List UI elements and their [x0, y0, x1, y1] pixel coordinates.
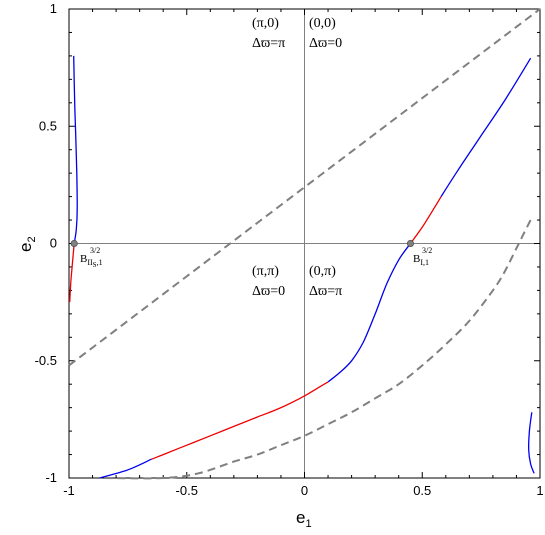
x-tick-label: 0 — [301, 483, 308, 498]
series-line-red-5 — [151, 381, 329, 460]
point-label-right: BI,1 — [413, 253, 429, 267]
series-group — [68, 8, 541, 480]
y-tick-label: -0.5 — [35, 353, 57, 368]
annotation-bottom-right-phase: (0,π) — [309, 264, 336, 279]
y-tick-label: 1 — [50, 1, 57, 16]
y-tick-label: 0.5 — [39, 118, 57, 133]
x-tick-label: -0.5 — [176, 483, 198, 498]
axis-ticks: -1 -0.5 0 0.5 1 -1 -0.5 0 0.5 1 — [35, 1, 544, 498]
series-line-red-1 — [69, 243, 75, 303]
point-label-right-sup: 3/2 — [422, 246, 432, 255]
x-tick-label: -1 — [63, 483, 75, 498]
zero-lines — [69, 9, 540, 478]
annotation-top-right-delta: Δϖ=0 — [309, 36, 342, 51]
bifurcation-point-1 — [406, 240, 414, 248]
series-line-blue-0 — [73, 55, 78, 244]
y-tick-label: -1 — [45, 470, 57, 485]
point-label-left-sub: II — [87, 258, 93, 267]
y-axis-label-sub: 2 — [26, 236, 38, 242]
annotation-top-left-phase: (π,0) — [252, 16, 279, 31]
annotation-top-left-delta: Δϖ=π — [252, 36, 285, 51]
x-tick-label: 0.5 — [413, 483, 431, 498]
point-label-left-subsub: S — [93, 261, 97, 269]
annotation-bottom-left-phase: (π,π) — [252, 264, 279, 279]
point-label-right-base: B — [413, 253, 420, 265]
point-label-left-sup: 3/2 — [90, 246, 100, 255]
point-label-right-sub: I,1 — [420, 258, 429, 267]
annotation-bottom-left-delta: Δϖ=0 — [252, 284, 285, 299]
point-label-left-subtail: ,1 — [97, 258, 103, 267]
series-line-dashed-9 — [104, 219, 532, 480]
point-label-left-base: B — [80, 253, 87, 265]
y-axis-label-main: e — [16, 243, 35, 252]
series-line-blue-7 — [528, 412, 535, 474]
series-line-red-2 — [409, 196, 442, 244]
x-axis-label-sub: 1 — [305, 518, 311, 530]
annotation-bottom-right-delta: Δϖ=π — [309, 284, 342, 299]
point-label-left: BIIS,1 — [80, 253, 103, 269]
y-tick-label: 0 — [50, 236, 57, 251]
x-tick-label: 1 — [536, 483, 543, 498]
y-axis-label: e2 — [16, 236, 38, 252]
series-line-blue-3 — [440, 57, 532, 197]
bifurcation-point-0 — [70, 240, 78, 248]
points-group — [70, 240, 414, 248]
series-line-blue-4 — [327, 243, 412, 383]
series-line-blue-6 — [99, 458, 152, 479]
series-line-dashed-8 — [68, 8, 541, 367]
x-axis-label: e1 — [296, 508, 312, 530]
annotation-top-right-phase: (0,0) — [309, 16, 336, 31]
x-axis-label-main: e — [296, 508, 305, 527]
